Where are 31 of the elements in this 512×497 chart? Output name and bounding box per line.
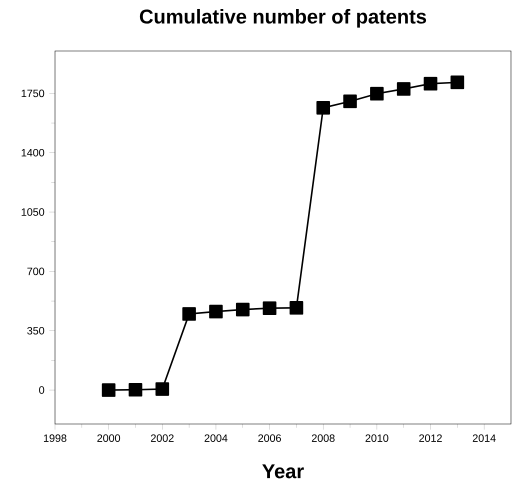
x-axis-title: Year: [262, 464, 304, 478]
y-tick-label: 1750: [22, 90, 44, 98]
point: [316, 100, 330, 115]
x-tick-label: 2004: [204, 434, 228, 442]
point: [424, 76, 438, 91]
x-tick-label: 2008: [312, 434, 335, 442]
point: [182, 307, 196, 321]
y-tick-label: 700: [27, 268, 44, 276]
point: [396, 82, 410, 96]
point: [450, 76, 464, 90]
point: [370, 86, 384, 101]
x-tick-label: 2012: [419, 434, 442, 442]
point: [209, 304, 223, 318]
x-tick-label: 2002: [150, 434, 174, 442]
point: [290, 301, 304, 315]
x-tick-label: 2014: [472, 434, 496, 442]
y-tick-label: 350: [27, 326, 44, 335]
point: [343, 94, 357, 108]
y-tick-label: 1400: [22, 148, 44, 156]
chart-title: Cumulative number of patents: [140, 8, 426, 28]
x-tick-label: 2006: [258, 434, 281, 442]
x-tick-label: 2000: [97, 434, 120, 442]
point: [102, 383, 116, 397]
point: [128, 382, 142, 397]
y-tick-label: 0: [39, 386, 44, 394]
x-tick-label: 1998: [44, 434, 66, 442]
point: [156, 382, 170, 396]
x-tick-label: 2010: [366, 434, 388, 442]
point: [262, 301, 276, 315]
point: [236, 302, 250, 316]
y-tick-label: 1050: [22, 208, 44, 216]
